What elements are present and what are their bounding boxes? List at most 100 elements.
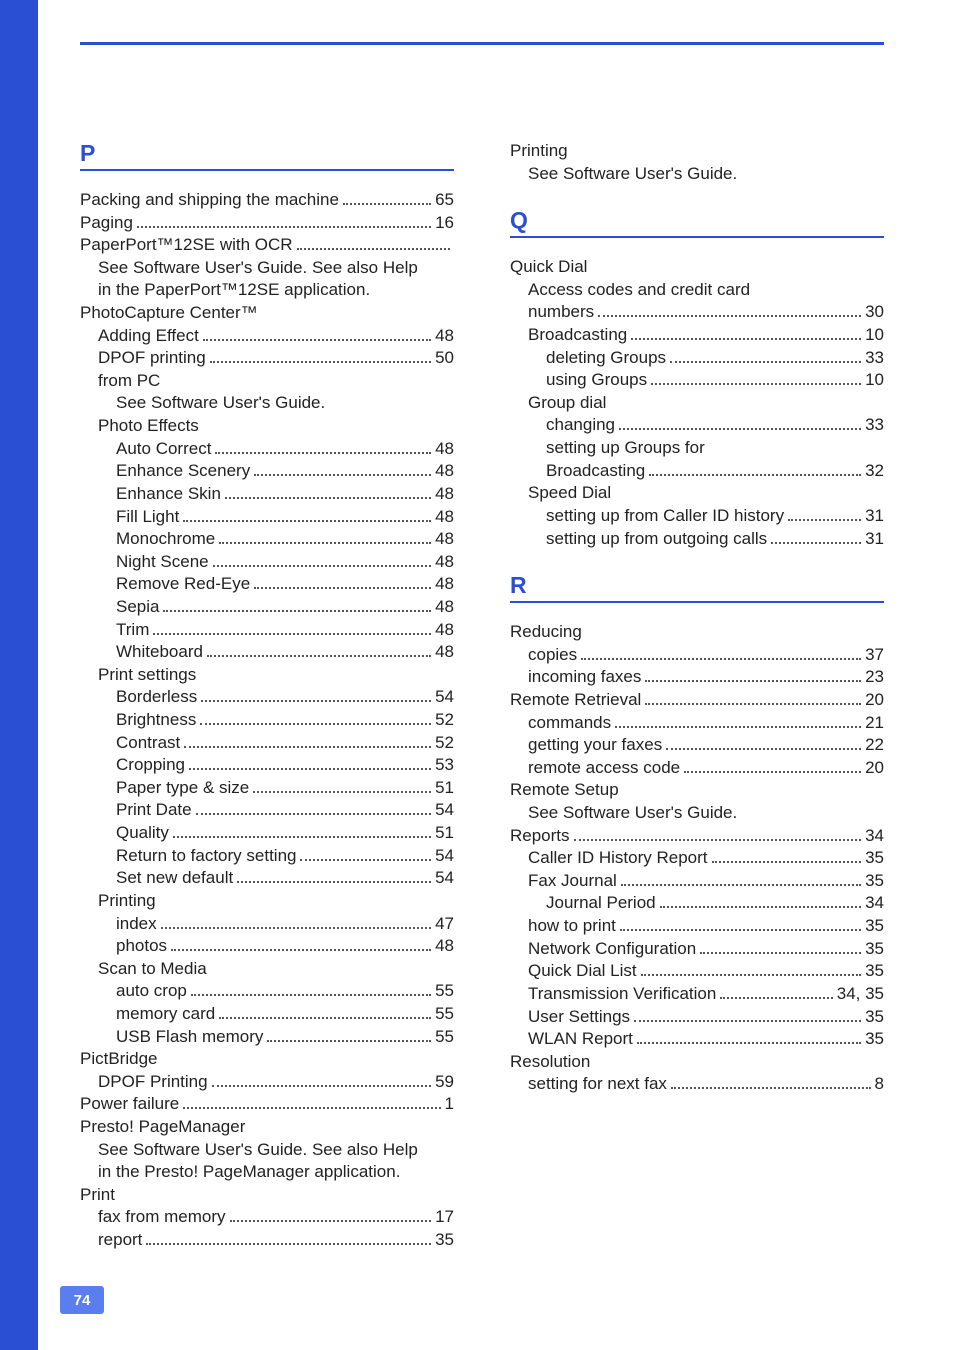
index-entry: Broadcasting10 — [510, 324, 884, 347]
index-entry: DPOF Printing59 — [80, 1071, 454, 1094]
index-entry-page: 52 — [435, 732, 454, 755]
index-entry-label: Remote Setup — [510, 779, 619, 802]
index-entry-label: Printing — [98, 890, 156, 913]
index-entry: Enhance Skin48 — [80, 483, 454, 506]
leader-dots — [173, 824, 431, 838]
index-entry-page: 48 — [435, 438, 454, 461]
index-entry: Remove Red-Eye48 — [80, 573, 454, 596]
index-entry-label: Network Configuration — [528, 938, 696, 961]
index-entry: photos48 — [80, 935, 454, 958]
index-entry: getting your faxes22 — [510, 734, 884, 757]
index-entry-label: Group dial — [528, 392, 606, 415]
index-entry-label: Enhance Scenery — [116, 460, 250, 483]
index-entry-page: 35 — [865, 938, 884, 961]
index-entry-label: Power failure — [80, 1093, 179, 1116]
index-entry: Fill Light48 — [80, 506, 454, 529]
index-entry: Quality51 — [80, 822, 454, 845]
index-entry-page: 48 — [435, 528, 454, 551]
leader-dots — [189, 756, 431, 770]
index-entry-label: PhotoCapture Center™ — [80, 302, 258, 325]
index-entry-label: setting up from outgoing calls — [546, 528, 767, 551]
leader-dots — [219, 1005, 431, 1019]
index-entry-label: Quality — [116, 822, 169, 845]
leader-dots — [203, 326, 431, 340]
index-entry: setting for next fax8 — [510, 1073, 884, 1096]
index-entry: Transmission Verification34, 35 — [510, 983, 884, 1006]
index-entry-page: 33 — [865, 414, 884, 437]
index-entry-label: from PC — [98, 370, 160, 393]
index-entry: Presto! PageManager — [80, 1116, 454, 1139]
section-gap — [510, 185, 884, 207]
leader-dots — [620, 917, 861, 931]
index-entry-page: 48 — [435, 460, 454, 483]
index-entry-page: 48 — [435, 596, 454, 619]
index-entry-page: 34 — [865, 825, 884, 848]
index-entry-label: setting up Groups for — [546, 437, 705, 460]
leader-dots — [720, 984, 832, 998]
leader-dots — [598, 303, 861, 317]
leader-dots — [183, 1095, 440, 1109]
index-entry-page: 52 — [435, 709, 454, 732]
index-entry: Reports34 — [510, 825, 884, 848]
leader-dots — [671, 1075, 871, 1089]
leader-dots — [581, 645, 861, 659]
leader-dots — [212, 1072, 431, 1086]
index-entry: Reducing — [510, 621, 884, 644]
section-letter: R — [510, 572, 884, 599]
index-entry: Adding Effect 48 — [80, 325, 454, 348]
index-entry: Brightness52 — [80, 709, 454, 732]
index-entry-label: Night Scene — [116, 551, 209, 574]
index-entry-page: 20 — [865, 757, 884, 780]
leader-dots — [700, 939, 861, 953]
leader-dots — [230, 1208, 432, 1222]
index-entry-label: Print — [80, 1184, 115, 1207]
index-entry-page: 48 — [435, 641, 454, 664]
index-entry: memory card55 — [80, 1003, 454, 1026]
index-entry: Cropping53 — [80, 754, 454, 777]
index-entry-page: 54 — [435, 845, 454, 868]
index-entry-page: 48 — [435, 935, 454, 958]
index-entry-page: 1 — [445, 1093, 454, 1116]
leader-dots — [254, 462, 431, 476]
index-entry-page: 33 — [865, 347, 884, 370]
index-entry-label: Reducing — [510, 621, 582, 644]
leader-dots — [196, 801, 431, 815]
index-entry-label: User Settings — [528, 1006, 630, 1029]
leader-dots — [619, 416, 861, 430]
index-entry-label: changing — [546, 414, 615, 437]
leader-dots — [184, 733, 431, 747]
index-entry-label: See Software User's Guide. See also Help — [98, 1139, 418, 1162]
index-entry-label: in the PaperPort™12SE application. — [98, 279, 370, 302]
leader-dots — [651, 371, 861, 385]
index-entry: PaperPort™12SE with OCR — [80, 234, 454, 257]
index-entry-label: DPOF Printing — [98, 1071, 208, 1094]
index-entry: Borderless54 — [80, 686, 454, 709]
index-entry: deleting Groups33 — [510, 347, 884, 370]
section-rule — [80, 169, 454, 171]
index-entry-page: 34 — [865, 892, 884, 915]
index-entry-label: numbers — [528, 301, 594, 324]
index-entry: Remote Retrieval20 — [510, 689, 884, 712]
index-entry: Scan to Media — [80, 958, 454, 981]
index-entry-label: Borderless — [116, 686, 197, 709]
index-entry: Enhance Scenery 48 — [80, 460, 454, 483]
index-entry: Printing — [80, 890, 454, 913]
index-entry: Print Date54 — [80, 799, 454, 822]
top-rule — [80, 42, 884, 45]
index-entry-page: 32 — [865, 460, 884, 483]
leader-dots — [645, 691, 861, 705]
index-entry-label: getting your faxes — [528, 734, 662, 757]
leader-dots — [161, 914, 431, 928]
index-entry-page: 53 — [435, 754, 454, 777]
leader-dots — [153, 620, 431, 634]
leader-dots — [621, 871, 861, 885]
section-gap — [510, 550, 884, 572]
index-entry-label: Adding Effect — [98, 325, 199, 348]
index-entry-page: 54 — [435, 799, 454, 822]
leader-dots — [137, 213, 431, 227]
index-entry: Monochrome48 — [80, 528, 454, 551]
index-entry-page: 30 — [865, 301, 884, 324]
index-entry-page: 48 — [435, 573, 454, 596]
index-entry-page: 48 — [435, 325, 454, 348]
index-entry-label: index — [116, 913, 157, 936]
